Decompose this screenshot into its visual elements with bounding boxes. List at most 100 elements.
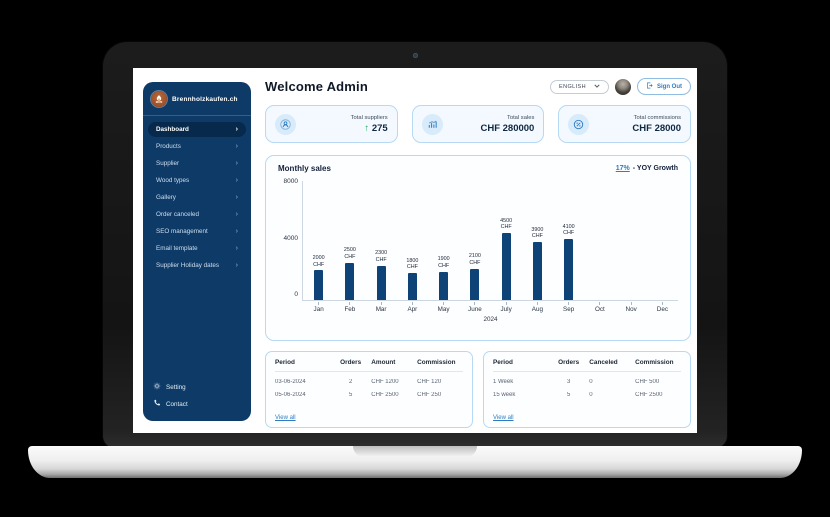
bar [532,242,542,300]
table-cell: CHF 2500 [371,392,399,398]
view-all-link[interactable]: View all [275,415,296,421]
bar [470,268,480,300]
chevron-right-icon: › [235,126,238,133]
bar [439,271,449,300]
stat-card-total-sales[interactable]: Total sales CHF 280000 [411,105,545,143]
y-tick: 4000 [283,234,298,242]
bar-value-label: 4100 CHF [562,223,575,237]
table-cell: 5 [566,392,571,398]
sidebar-item-seo-management[interactable]: SEO management › [148,224,246,239]
x-tick-sep: Sep [553,302,584,313]
table-cell: CHF 120 [417,379,442,385]
phone-icon [153,399,161,409]
y-tick: 8000 [283,178,298,185]
laptop-bezel: Brennholzkaufen.ch Dashboard › Products › Su… [103,42,727,448]
sidebar: Brennholzkaufen.ch Dashboard › Products › Su… [143,82,251,421]
sign-out-icon [646,82,653,91]
bar-value-label: 4500 CHF [500,217,513,231]
sidebar-footer: Setting Contact [143,382,251,421]
sidebar-item-label: Products [156,143,181,150]
table-cell: CHF 2500 [635,392,663,398]
chevron-right-icon: › [235,143,238,150]
sidebar-item-gallery[interactable]: Gallery › [148,190,246,205]
bar-value-label: 1900 CHF [437,256,450,269]
x-tick-nov: Nov [616,302,647,313]
trend-up-icon: ↑ [364,122,370,134]
table-cell: 3 [566,379,571,385]
y-tick: 0 [294,291,298,298]
bar [564,239,574,300]
bar-column-sep: 4100 CHF [553,181,584,300]
column-header-commission: Commission [635,359,674,366]
sidebar-item-label: Dashboard [156,126,189,133]
table-row: 05-06-2024 5 CHF 2500 CHF 250 [275,385,463,398]
x-tick-oct: Oct [584,302,615,313]
sign-out-button[interactable]: Sign Out [637,78,691,95]
table-row: 1 Week 3 0 CHF 500 [493,372,681,385]
y-axis: 8000 4000 0 [278,178,302,298]
column-header-orders: Orders [340,359,362,366]
bar [345,262,355,300]
view-all-link[interactable]: View all [493,415,514,421]
page-title: Welcome Admin [265,79,369,94]
brand-name: Brennholzkaufen.ch [172,95,238,103]
chart-plot-area: 8000 4000 0 2000 CHF 2500 CHF 2300 CHF 1800 C… [278,178,678,301]
stat-label: Total commissions [633,114,682,121]
sidebar-item-supplier[interactable]: Supplier › [148,156,246,171]
sidebar-item-email-template[interactable]: Email template › [148,241,246,256]
bar-value-label: 2300 CHF [375,250,388,264]
table-cell: 0 [589,392,593,398]
sidebar-item-label: SEO management [156,228,208,235]
chevron-right-icon: › [235,160,238,167]
table-cell: 05-06-2024 [275,392,306,398]
bar-value-label: 2100 CHF [468,253,481,267]
chart-title: Monthly sales [278,164,331,173]
bar-column-dec [647,181,678,300]
bar [314,270,324,300]
stat-card-total-suppliers[interactable]: Total suppliers ↑ 275 [265,105,398,143]
sidebar-item-label: Order canceled [156,211,200,218]
sidebar-item-setting[interactable]: Setting [153,382,241,392]
sign-out-label: Sign Out [657,83,682,90]
commissions-icon [568,113,590,135]
language-dropdown[interactable]: ENGLISH [550,79,609,94]
avatar[interactable] [615,78,631,95]
chevron-right-icon: › [235,177,238,184]
growth-percent-link[interactable]: 17% [615,165,630,172]
bar-column-june: 2100 CHF [459,181,490,300]
tables-row: Period Orders Amount Commission 03-06-2024 2 C… [265,351,691,428]
table-cell: 5 [348,392,353,398]
chevron-right-icon: › [235,228,238,235]
stat-label: Total suppliers [350,114,388,121]
stats-row: Total suppliers ↑ 275 Total sales CHF [265,105,692,143]
bar-value-label: 3900 CHF [531,226,544,240]
column-header-commission: Commission [417,359,456,366]
bar [407,273,417,300]
table-cell: 2 [348,379,353,385]
table-header-row: Period Orders Canceled Commission [493,359,681,372]
column-header-amount: Amount [371,359,396,366]
sidebar-menu: Dashboard › Products › Supplier › Wood types › G… [143,122,251,273]
bar-column-apr: 1800 CHF [397,181,428,300]
column-header-canceled: Canceled [589,359,618,366]
sidebar-item-order-canceled[interactable]: Order canceled › [148,207,246,222]
brand: Brennholzkaufen.ch [143,82,251,115]
sidebar-item-dashboard[interactable]: Dashboard › [148,122,246,137]
column-header-orders: Orders [558,359,580,366]
sidebar-item-wood-types[interactable]: Wood types › [148,173,246,188]
header-controls: ENGLISH Sign Out [550,78,691,95]
bar [376,265,386,300]
sidebar-item-contact[interactable]: Contact [153,399,241,409]
bar-value-label: 1800 CHF [406,257,419,271]
sidebar-divider [143,115,251,116]
sidebar-item-label: Email template [156,245,198,252]
bar-column-july: 4500 CHF [491,181,522,300]
sidebar-item-supplier-holiday-dates[interactable]: Supplier Holiday dates › [148,258,246,273]
chevron-right-icon: › [235,245,238,252]
stat-card-total-commissions[interactable]: Total commissions CHF 28000 [558,105,692,143]
table-cell: CHF 500 [635,379,660,385]
weekly-table-card: Period Orders Canceled Commission 1 Week 3 0 CH… [483,351,691,428]
sidebar-item-products[interactable]: Products › [148,139,246,154]
bar-column-feb: 2500 CHF [334,181,365,300]
bars-container: 2000 CHF 2500 CHF 2300 CHF 1800 CHF 1900 CHF… [302,181,678,301]
